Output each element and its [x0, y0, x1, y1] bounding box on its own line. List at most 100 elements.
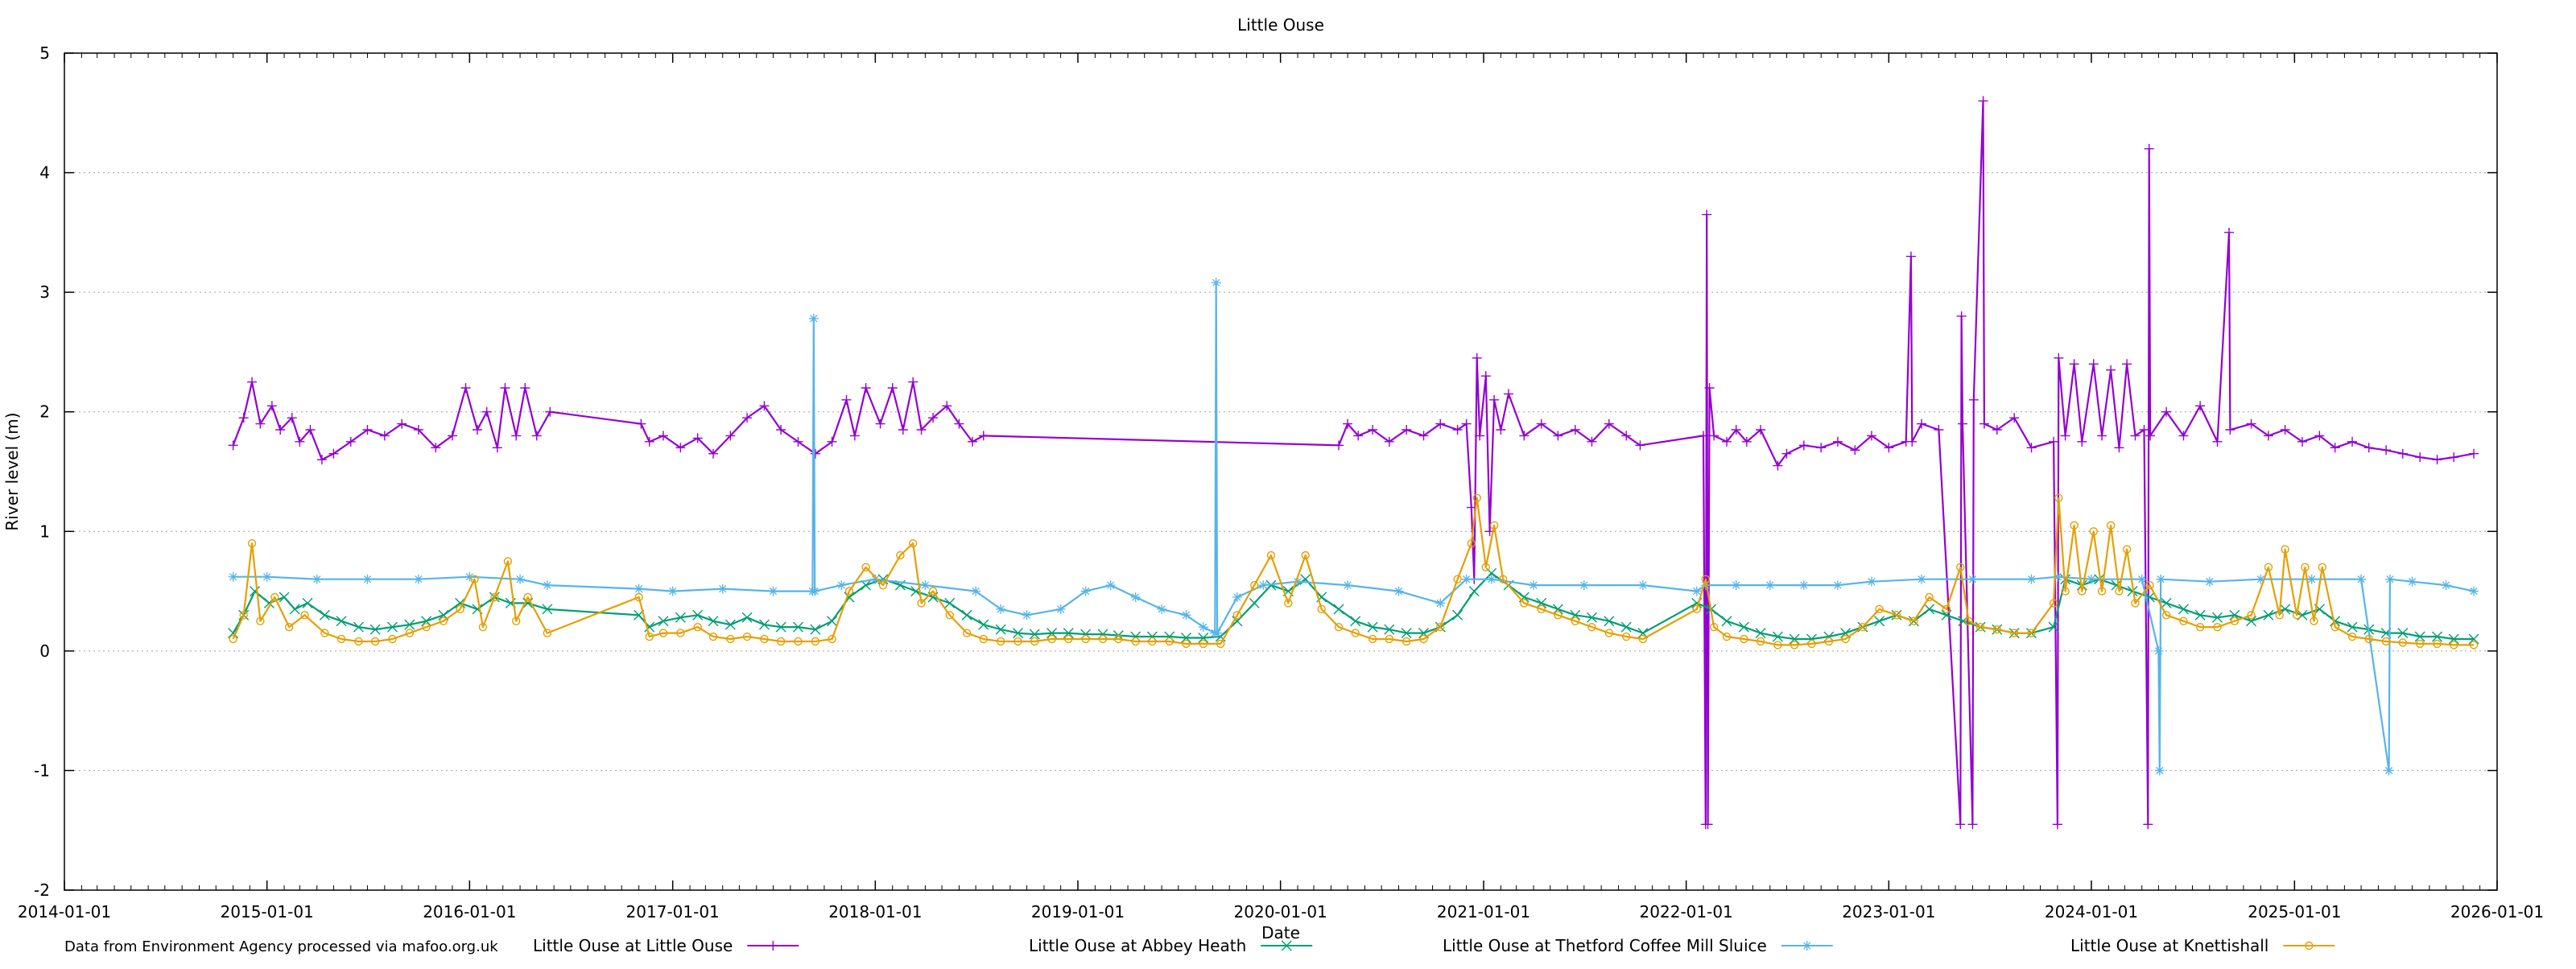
data-point	[2161, 611, 2171, 620]
data-point	[634, 583, 644, 594]
data-point	[1798, 440, 1809, 451]
data-point	[2246, 616, 2257, 627]
data-point	[2069, 359, 2079, 369]
data-point	[1157, 604, 1167, 614]
data-point	[2364, 634, 2373, 644]
data-point	[1105, 580, 1116, 591]
data-point	[1802, 941, 1812, 950]
data-point	[1402, 425, 1412, 435]
series-layer	[228, 96, 2479, 830]
data-point	[1570, 425, 1580, 435]
data-point	[1909, 616, 1918, 625]
data-point	[1553, 431, 1563, 441]
data-point	[1475, 431, 1485, 441]
data-point	[2026, 574, 2037, 584]
data-point	[1232, 616, 1243, 627]
data-point	[1180, 633, 1191, 644]
data-point	[2070, 521, 2079, 530]
data-point	[1452, 425, 1463, 435]
data-point	[2363, 443, 2374, 453]
data-point	[1832, 436, 1843, 447]
data-point	[1866, 431, 1876, 441]
data-point	[1368, 425, 1378, 435]
data-point	[2156, 574, 2166, 584]
data-point	[2280, 425, 2290, 435]
data-point	[2468, 633, 2479, 645]
x-tick-label: 2016-01-01	[423, 902, 516, 922]
data-point	[1635, 440, 1645, 451]
data-point	[1850, 445, 1860, 456]
data-point	[1691, 586, 1702, 596]
data-point	[1934, 425, 1944, 435]
data-point	[287, 413, 297, 423]
data-point	[724, 619, 736, 630]
data-point	[808, 313, 819, 324]
data-point	[2432, 631, 2443, 642]
data-point	[1536, 597, 1547, 608]
x-tick-label: 2018-01-01	[828, 902, 922, 922]
data-point	[942, 401, 952, 411]
data-point	[741, 612, 753, 623]
data-point	[962, 629, 972, 637]
data-point	[1738, 621, 1749, 633]
data-point	[759, 401, 770, 411]
data-point	[1046, 628, 1058, 639]
data-point	[1284, 599, 1293, 608]
data-point	[472, 425, 482, 435]
x-tick-label: 2015-01-01	[221, 902, 314, 922]
data-point	[2009, 629, 2019, 637]
data-point	[1419, 634, 1428, 644]
data-point	[2179, 616, 2188, 625]
data-point	[1148, 637, 1157, 646]
data-point	[2145, 580, 2154, 590]
data-point	[511, 431, 522, 441]
data-point	[256, 616, 265, 625]
data-point	[279, 592, 290, 603]
data-point	[2115, 587, 2124, 596]
data-point	[1529, 580, 1539, 591]
data-point	[1875, 604, 1884, 614]
data-point	[386, 621, 398, 633]
data-point	[1866, 576, 1876, 587]
data-point	[1740, 634, 1748, 644]
data-point	[944, 597, 956, 608]
data-point	[875, 419, 886, 429]
data-point	[1080, 586, 1091, 596]
data-point	[542, 604, 553, 615]
data-point	[531, 431, 542, 441]
data-point	[945, 611, 954, 620]
data-point	[1621, 431, 1632, 441]
x-tick-label: 2017-01-01	[626, 902, 720, 922]
data-point	[2415, 452, 2425, 463]
x-tick-label: 2026-01-01	[2450, 902, 2544, 922]
data-point	[404, 619, 415, 630]
data-point	[742, 632, 752, 641]
data-point	[413, 425, 423, 435]
data-point	[1790, 641, 1799, 649]
data-point	[2469, 586, 2479, 596]
data-point	[810, 448, 820, 459]
data-point	[1504, 389, 1514, 399]
data-point	[1958, 419, 1968, 429]
data-point	[1519, 431, 1530, 441]
data-point	[1212, 628, 1223, 638]
data-point	[353, 621, 364, 633]
data-point	[1884, 443, 1894, 453]
y-tick-label: 3	[39, 282, 50, 302]
data-point	[760, 634, 769, 644]
data-point	[979, 634, 988, 644]
data-point	[1709, 431, 1719, 441]
data-point	[470, 575, 479, 583]
data-point	[1384, 624, 1395, 635]
y-tick-label: 4	[39, 163, 50, 183]
data-point	[1942, 604, 1951, 614]
data-point	[2292, 611, 2301, 620]
data-point	[1249, 597, 1260, 608]
data-point	[545, 406, 555, 417]
x-tick-label: 2019-01-01	[1031, 902, 1125, 922]
data-point	[928, 413, 939, 423]
data-point	[2052, 571, 2062, 582]
y-tick-label: -2	[34, 880, 50, 900]
data-point	[2330, 443, 2340, 453]
data-point	[2144, 143, 2154, 154]
